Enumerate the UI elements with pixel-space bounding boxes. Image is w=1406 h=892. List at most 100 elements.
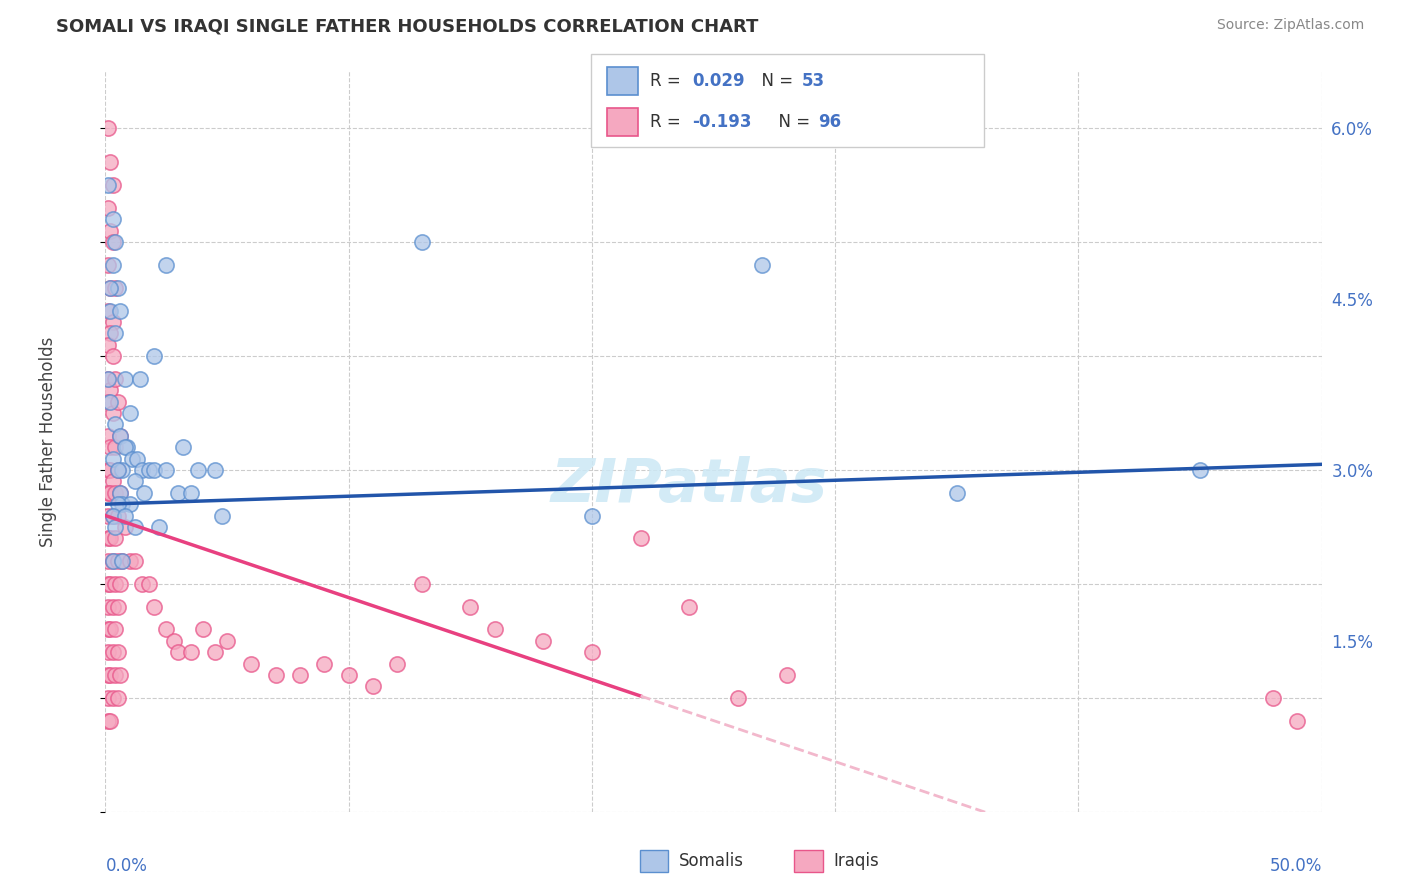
Point xyxy=(121,451,143,466)
Text: ZIPatlas: ZIPatlas xyxy=(551,457,828,516)
Point xyxy=(98,623,121,637)
Point xyxy=(97,714,120,728)
Point xyxy=(101,508,124,523)
Point xyxy=(97,337,120,351)
Point xyxy=(118,554,141,568)
Point xyxy=(101,315,124,329)
Point xyxy=(98,155,121,169)
Point xyxy=(187,463,209,477)
Point xyxy=(180,645,202,659)
Point xyxy=(288,668,311,682)
Point xyxy=(104,372,127,386)
Point xyxy=(98,485,121,500)
Point xyxy=(97,623,120,637)
Point xyxy=(411,577,433,591)
Point xyxy=(124,475,146,489)
Point xyxy=(114,440,136,454)
Point xyxy=(581,645,603,659)
Point xyxy=(131,577,153,591)
Point xyxy=(531,633,554,648)
Point xyxy=(98,532,121,546)
Point xyxy=(337,668,360,682)
Point xyxy=(97,577,120,591)
Point xyxy=(98,281,121,295)
Point xyxy=(104,326,127,341)
Point xyxy=(143,463,166,477)
Point xyxy=(104,668,127,682)
Point xyxy=(128,372,150,386)
Point xyxy=(1286,714,1309,728)
Point xyxy=(98,714,121,728)
Text: N =: N = xyxy=(751,72,799,90)
Point xyxy=(111,554,134,568)
Point xyxy=(101,258,124,272)
Point xyxy=(172,440,194,454)
Text: R =: R = xyxy=(650,72,686,90)
Point xyxy=(138,577,160,591)
Point xyxy=(143,349,166,363)
Point xyxy=(107,554,129,568)
Point xyxy=(111,463,134,477)
Point xyxy=(155,623,177,637)
Point xyxy=(97,463,120,477)
Point xyxy=(108,485,131,500)
Point xyxy=(124,554,146,568)
Point xyxy=(108,485,131,500)
Text: 96: 96 xyxy=(818,113,841,131)
Text: N =: N = xyxy=(768,113,815,131)
Point xyxy=(101,178,124,193)
Point xyxy=(97,554,120,568)
Point xyxy=(111,554,134,568)
Point xyxy=(97,645,120,659)
Point xyxy=(162,633,184,648)
Point xyxy=(1261,690,1284,705)
Point xyxy=(104,623,127,637)
Point xyxy=(107,497,129,511)
Text: 53: 53 xyxy=(801,72,824,90)
Point xyxy=(104,532,127,546)
Point xyxy=(211,508,233,523)
Point xyxy=(240,657,263,671)
Point xyxy=(108,577,131,591)
Point xyxy=(1189,463,1212,477)
Point xyxy=(97,372,120,386)
Point xyxy=(104,235,127,250)
Text: Source: ZipAtlas.com: Source: ZipAtlas.com xyxy=(1216,18,1364,32)
Text: -0.193: -0.193 xyxy=(692,113,751,131)
Point xyxy=(98,440,121,454)
Point xyxy=(131,463,153,477)
Point xyxy=(111,497,134,511)
Point xyxy=(204,463,226,477)
Point xyxy=(97,690,120,705)
Point xyxy=(101,645,124,659)
Point xyxy=(101,554,124,568)
Point xyxy=(108,429,131,443)
Point xyxy=(387,657,409,671)
Point xyxy=(104,577,127,591)
Point xyxy=(678,599,700,614)
Point xyxy=(155,463,177,477)
Point xyxy=(727,690,749,705)
Point xyxy=(101,508,124,523)
Text: Iraqis: Iraqis xyxy=(834,852,880,871)
Point xyxy=(101,349,124,363)
Point xyxy=(118,497,141,511)
Point xyxy=(97,201,120,215)
Point xyxy=(118,406,141,420)
Point xyxy=(143,599,166,614)
Point xyxy=(97,508,120,523)
Point xyxy=(125,451,148,466)
Point xyxy=(114,372,136,386)
Point xyxy=(101,690,124,705)
Text: Somalis: Somalis xyxy=(679,852,744,871)
Point xyxy=(581,508,603,523)
Point xyxy=(97,372,120,386)
Point xyxy=(107,599,129,614)
Point xyxy=(107,508,129,523)
Point xyxy=(101,212,124,227)
Point xyxy=(98,668,121,682)
Point xyxy=(104,520,127,534)
Point xyxy=(204,645,226,659)
Point xyxy=(101,406,124,420)
Point xyxy=(148,520,170,534)
